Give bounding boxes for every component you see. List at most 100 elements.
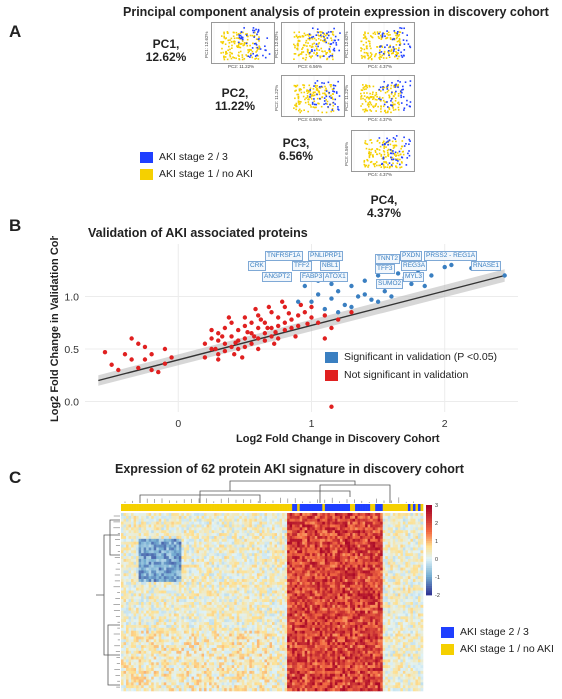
heatmap-cell <box>241 587 245 591</box>
heatmap-cell <box>168 587 172 591</box>
heatmap-cell <box>216 535 220 540</box>
heatmap-cell <box>236 668 240 672</box>
heatmap-cell <box>249 604 253 609</box>
pca-point-yellow <box>364 31 366 34</box>
heatmap-cell <box>156 659 160 663</box>
heatmap-cell <box>141 604 144 609</box>
heatmap-cell <box>186 653 190 657</box>
heatmap-cell <box>186 604 190 609</box>
heatmap-cell <box>171 556 175 560</box>
pca-point-yellow <box>395 158 397 160</box>
pca-point-yellow <box>308 98 310 101</box>
heatmap-cell <box>168 553 172 557</box>
data-point <box>109 362 114 367</box>
heatmap-cell <box>256 596 260 600</box>
heatmap-cell <box>171 521 175 525</box>
heatmap-cell <box>128 515 132 520</box>
annotation-cell <box>241 504 245 511</box>
pca-point-blue <box>252 31 255 34</box>
heatmap-cell <box>136 584 139 588</box>
pca-point-yellow <box>295 35 298 38</box>
heatmap-cell <box>224 599 227 603</box>
heatmap-cell <box>138 679 142 683</box>
heatmap-cell <box>206 665 210 669</box>
pca-point-yellow <box>293 107 295 109</box>
heatmap-cell <box>219 650 222 654</box>
pca-point-blue <box>325 95 328 98</box>
heatmap-cell <box>249 670 253 675</box>
heatmap-cell <box>166 590 170 594</box>
data-point <box>355 294 361 299</box>
heatmap-cell <box>186 576 190 580</box>
pca-point-blue <box>390 152 393 155</box>
heatmap-cell <box>224 645 227 649</box>
heatmap-cell <box>178 650 182 654</box>
heatmap-cell <box>206 579 210 583</box>
heatmap-cell <box>199 602 202 606</box>
pca-point-yellow <box>302 35 305 38</box>
heatmap-cell <box>138 581 142 586</box>
heatmap-cell <box>151 530 155 534</box>
pca-point-yellow <box>370 160 373 163</box>
pc2-name: PC2, <box>221 86 249 100</box>
heatmap-cell <box>166 627 170 632</box>
heatmap-cell <box>131 639 134 643</box>
heatmap-cell <box>186 685 190 689</box>
pca-point-yellow <box>246 55 249 57</box>
heatmap-cell <box>123 561 127 565</box>
heatmap-cell <box>141 596 144 600</box>
heatmap-cell <box>183 630 187 634</box>
heatmap-cell <box>126 596 129 600</box>
heatmap-cell <box>224 656 227 660</box>
heatmap-cell <box>128 679 132 683</box>
data-point <box>209 336 214 341</box>
heatmap-cell <box>209 662 212 666</box>
heatmap-cell <box>221 567 225 571</box>
heatmap-cell <box>231 645 235 649</box>
heatmap-cell <box>133 656 137 660</box>
heatmap-cell <box>246 633 250 637</box>
heatmap-cell <box>133 576 137 580</box>
heatmap-cell <box>234 602 238 606</box>
heatmap-cell <box>199 561 202 565</box>
pca-point-blue <box>317 31 319 34</box>
pca-point-yellow <box>399 92 402 94</box>
heatmap-cell <box>214 533 217 537</box>
annotation-cell <box>367 504 371 511</box>
heatmap-cell <box>131 527 134 531</box>
pca-point-blue <box>337 39 340 41</box>
heatmap-cell <box>226 639 230 643</box>
heatmap-cell <box>126 550 129 554</box>
heatmap-cell <box>176 633 180 637</box>
heatmap-cell <box>246 584 250 588</box>
heatmap-cell <box>178 636 182 640</box>
heatmap-cell <box>141 665 144 669</box>
heatmap-cell <box>186 602 190 606</box>
heatmap-cell <box>254 553 258 557</box>
heatmap-cell <box>219 642 222 646</box>
heatmap-cell <box>234 645 238 649</box>
heatmap-cell <box>239 676 243 680</box>
annotation-cell <box>178 504 182 511</box>
pca-point-yellow <box>368 40 371 43</box>
pca-point-blue <box>329 54 332 57</box>
heatmap-cell <box>173 579 177 583</box>
panel-b-legend: Significant in validation (P <0.05) Not … <box>325 351 497 381</box>
heatmap-cell <box>151 679 155 683</box>
heatmap-cell <box>244 581 248 586</box>
heatmap-cell <box>178 602 182 606</box>
heatmap-cell <box>209 553 212 557</box>
heatmap-cell <box>246 570 250 574</box>
heatmap-cell <box>256 682 260 686</box>
heatmap-cell <box>151 599 155 603</box>
heatmap-cell <box>166 650 170 654</box>
pca-point-yellow <box>299 100 301 103</box>
heatmap-cell <box>188 538 192 543</box>
pca-point-blue <box>408 45 411 48</box>
heatmap-cell <box>241 530 245 534</box>
annotation-cell <box>355 504 358 511</box>
heatmap-cell <box>176 513 180 517</box>
annotation-cell <box>327 504 331 511</box>
data-point <box>293 334 298 339</box>
heatmap-cell <box>224 679 227 683</box>
